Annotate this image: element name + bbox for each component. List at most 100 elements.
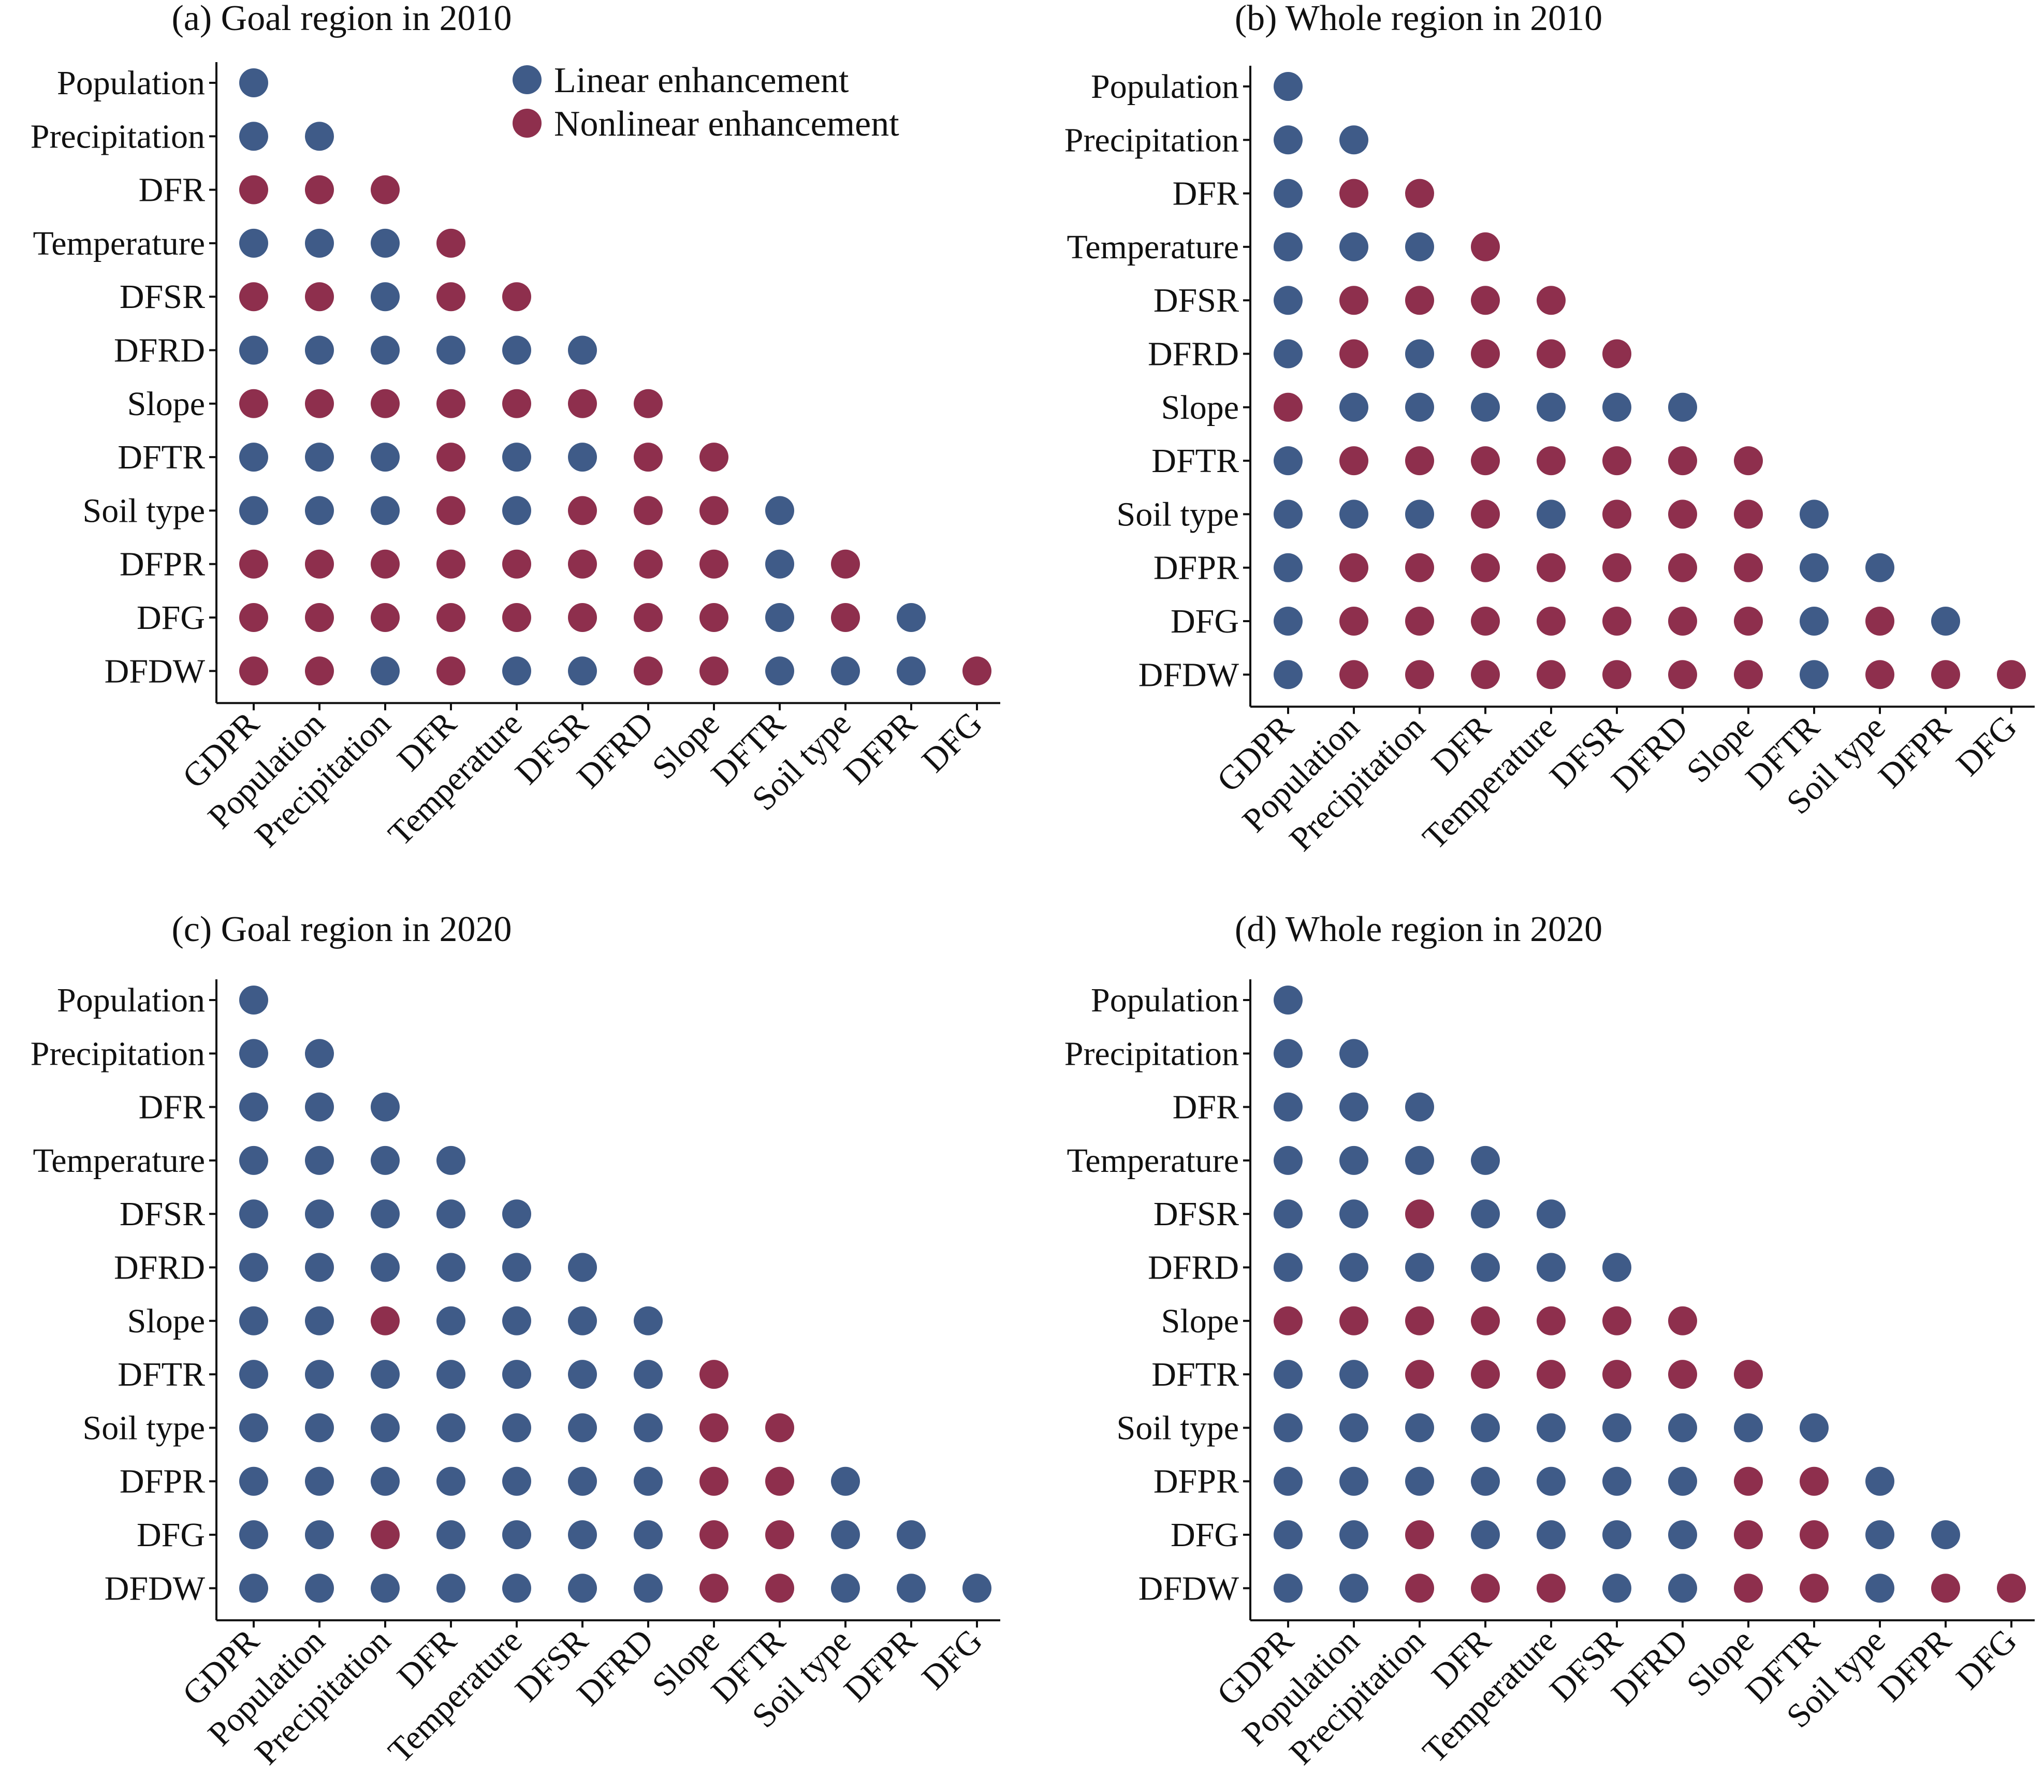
dot-nonlinear-enhancement — [699, 549, 728, 579]
dot-nonlinear-enhancement — [436, 496, 465, 525]
panel-title: (a) Goal region in 2010 — [171, 0, 512, 38]
dot-nonlinear-enhancement — [1734, 500, 1763, 529]
dot-linear-enhancement — [1405, 232, 1434, 261]
dot-linear-enhancement — [1405, 1092, 1434, 1122]
dot-nonlinear-enhancement — [1405, 1574, 1434, 1603]
dot-linear-enhancement — [239, 335, 268, 365]
y-tick-label: DFG — [1171, 603, 1239, 640]
y-tick-label: DFRD — [1148, 1249, 1239, 1287]
dot-nonlinear-enhancement — [1734, 1520, 1763, 1549]
y-tick-label: Precipitation — [31, 1035, 205, 1073]
dot-nonlinear-enhancement — [1339, 1306, 1368, 1335]
dot-linear-enhancement — [502, 443, 531, 472]
dot-linear-enhancement — [305, 1092, 334, 1122]
dot-nonlinear-enhancement — [371, 389, 400, 418]
dot-nonlinear-enhancement — [436, 443, 465, 472]
dot-linear-enhancement — [305, 335, 334, 365]
dot-nonlinear-enhancement — [765, 1466, 794, 1496]
dot-nonlinear-enhancement — [436, 282, 465, 312]
dot-linear-enhancement — [371, 496, 400, 525]
dot-nonlinear-enhancement — [1471, 446, 1500, 476]
dot-linear-enhancement — [1339, 1145, 1368, 1175]
dot-linear-enhancement — [305, 1306, 334, 1335]
dot-nonlinear-enhancement — [765, 1520, 794, 1549]
dot-nonlinear-enhancement — [699, 1466, 728, 1496]
dot-linear-enhancement — [1537, 1466, 1566, 1496]
dot-nonlinear-enhancement — [1734, 607, 1763, 636]
dot-linear-enhancement — [1865, 1574, 1894, 1603]
legend-marker-nonlinear — [513, 109, 542, 138]
y-tick-label: DFSR — [120, 1195, 205, 1233]
dot-nonlinear-enhancement — [1339, 179, 1368, 208]
dot-linear-enhancement — [1339, 125, 1368, 155]
dot-nonlinear-enhancement — [436, 228, 465, 258]
dot-linear-enhancement — [1800, 660, 1829, 689]
y-tick-label: DFPR — [1154, 1463, 1239, 1501]
dot-linear-enhancement — [634, 1360, 663, 1389]
dot-nonlinear-enhancement — [1668, 553, 1697, 582]
dot-linear-enhancement — [371, 1092, 400, 1122]
dot-linear-enhancement — [1274, 232, 1303, 261]
dot-linear-enhancement — [568, 1466, 597, 1496]
dot-linear-enhancement — [1471, 1466, 1500, 1496]
y-tick-label: DFSR — [120, 278, 205, 316]
dot-linear-enhancement — [1274, 339, 1303, 369]
dot-linear-enhancement — [568, 1413, 597, 1443]
y-tick-label: Slope — [1161, 389, 1239, 427]
dot-nonlinear-enhancement — [1537, 607, 1566, 636]
y-tick-label: Slope — [127, 385, 205, 423]
dot-linear-enhancement — [502, 1574, 531, 1603]
dot-nonlinear-enhancement — [239, 389, 268, 418]
dot-nonlinear-enhancement — [1471, 1360, 1500, 1389]
dot-linear-enhancement — [305, 1145, 334, 1175]
dot-nonlinear-enhancement — [699, 443, 728, 472]
dot-linear-enhancement — [502, 1253, 531, 1282]
dot-nonlinear-enhancement — [1734, 1360, 1763, 1389]
dot-linear-enhancement — [239, 1253, 268, 1282]
dot-linear-enhancement — [568, 335, 597, 365]
y-tick-label: DFSR — [1154, 282, 1239, 319]
y-tick-label: Population — [1091, 981, 1239, 1019]
dot-linear-enhancement — [634, 1574, 663, 1603]
dot-linear-enhancement — [1800, 500, 1829, 529]
dot-linear-enhancement — [239, 1199, 268, 1229]
dot-nonlinear-enhancement — [239, 549, 268, 579]
dot-linear-enhancement — [1471, 1253, 1500, 1282]
dot-nonlinear-enhancement — [1405, 1199, 1434, 1229]
dot-nonlinear-enhancement — [1931, 660, 1960, 689]
dot-nonlinear-enhancement — [1471, 232, 1500, 261]
y-tick-label: Population — [57, 64, 205, 102]
dot-nonlinear-enhancement — [1405, 1520, 1434, 1549]
y-tick-label: DFSR — [1154, 1195, 1239, 1233]
legend: Linear enhancement Nonlinear enhancement — [513, 61, 899, 144]
dot-nonlinear-enhancement — [634, 603, 663, 632]
y-tick-label: DFG — [137, 599, 205, 637]
dot-nonlinear-enhancement — [1734, 553, 1763, 582]
dot-linear-enhancement — [1274, 286, 1303, 315]
y-tick-label: Temperature — [33, 225, 205, 262]
dot-linear-enhancement — [305, 1199, 334, 1229]
y-tick-label: DFR — [1173, 175, 1239, 213]
dot-linear-enhancement — [1537, 500, 1566, 529]
dot-linear-enhancement — [1800, 607, 1829, 636]
dot-nonlinear-enhancement — [1537, 286, 1566, 315]
dot-nonlinear-enhancement — [1471, 1306, 1500, 1335]
dot-nonlinear-enhancement — [1931, 1574, 1960, 1603]
dot-nonlinear-enhancement — [765, 1574, 794, 1603]
dot-nonlinear-enhancement — [699, 656, 728, 686]
dot-linear-enhancement — [765, 496, 794, 525]
dot-nonlinear-enhancement — [1602, 607, 1631, 636]
y-tick-label: Precipitation — [1064, 121, 1239, 159]
dot-nonlinear-enhancement — [1537, 446, 1566, 476]
dot-nonlinear-enhancement — [1405, 553, 1434, 582]
dot-linear-enhancement — [1602, 1574, 1631, 1603]
dot-linear-enhancement — [239, 68, 268, 97]
dot-linear-enhancement — [1668, 1466, 1697, 1496]
y-tick-label: DFDW — [1138, 1569, 1239, 1607]
dot-linear-enhancement — [897, 603, 926, 632]
dot-nonlinear-enhancement — [502, 282, 531, 312]
dot-linear-enhancement — [239, 443, 268, 472]
dot-nonlinear-enhancement — [1602, 1306, 1631, 1335]
dot-linear-enhancement — [239, 1360, 268, 1389]
